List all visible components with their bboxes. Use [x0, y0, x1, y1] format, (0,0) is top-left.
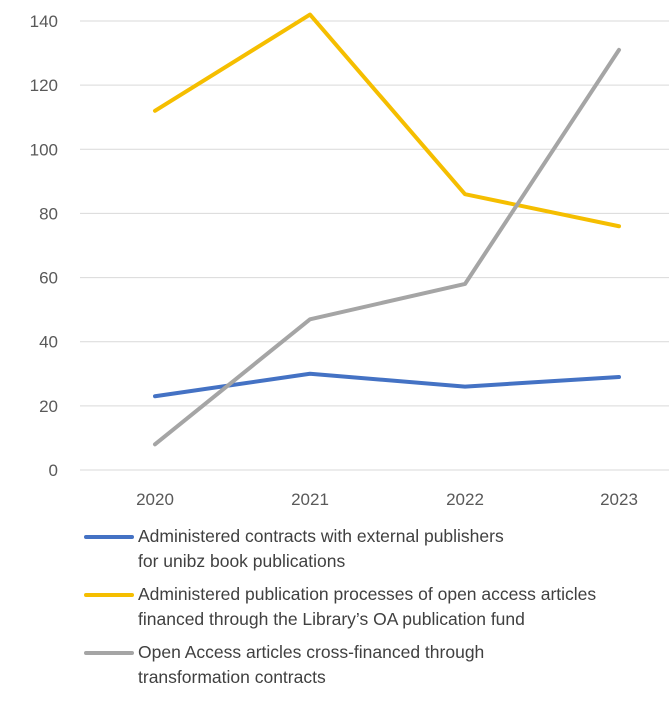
y-axis-tick-labels: 0 20 40 60 80 100 120 140: [30, 12, 58, 480]
x-axis-tick-labels: 2020 2021 2022 2023: [136, 490, 638, 509]
legend-swatch-gray-series: [84, 651, 134, 655]
legend-label-line-2: for unibz book publications: [138, 551, 346, 571]
legend-label-line-2: transformation contracts: [138, 667, 326, 687]
y-tick-label: 140: [30, 12, 58, 31]
series-line-0: [153, 371, 621, 399]
y-tick-label: 60: [39, 269, 58, 288]
y-tick-label: 0: [49, 461, 58, 480]
y-tick-label: 120: [30, 76, 58, 95]
x-tick-label: 2022: [446, 490, 484, 509]
x-tick-label: 2021: [291, 490, 329, 509]
y-tick-label: 80: [39, 204, 58, 223]
x-tick-label: 2023: [600, 490, 638, 509]
legend-label-line-2: financed through the Library’s OA public…: [138, 609, 525, 629]
legend-swatch-blue-series: [84, 535, 134, 539]
plot-area: 0 20 40 60 80 100 120 140 2020 2021 2022 2023: [30, 12, 669, 509]
legend-swatch-yellow-series: [84, 593, 134, 597]
series-line-2: [153, 47, 621, 447]
legend-item-gray-series: Open Access articles cross-financed thro…: [84, 640, 669, 690]
legend-label-line-1: Open Access articles cross-financed thro…: [138, 642, 485, 662]
series-line-1: [153, 12, 621, 229]
y-tick-label: 40: [39, 333, 58, 352]
legend-item-blue-series: Administered contracts with external pub…: [84, 524, 669, 574]
y-tick-label: 20: [39, 397, 58, 416]
series-lines: [153, 12, 621, 447]
legend-item-yellow-series: Administered publication processes of op…: [84, 582, 669, 632]
legend: Administered contracts with external pub…: [84, 524, 669, 698]
x-tick-label: 2020: [136, 490, 174, 509]
legend-label-line-1: Administered publication processes of op…: [138, 584, 597, 604]
y-tick-label: 100: [30, 140, 58, 159]
gridlines: [80, 20, 669, 471]
legend-label-line-1: Administered contracts with external pub…: [138, 526, 504, 546]
